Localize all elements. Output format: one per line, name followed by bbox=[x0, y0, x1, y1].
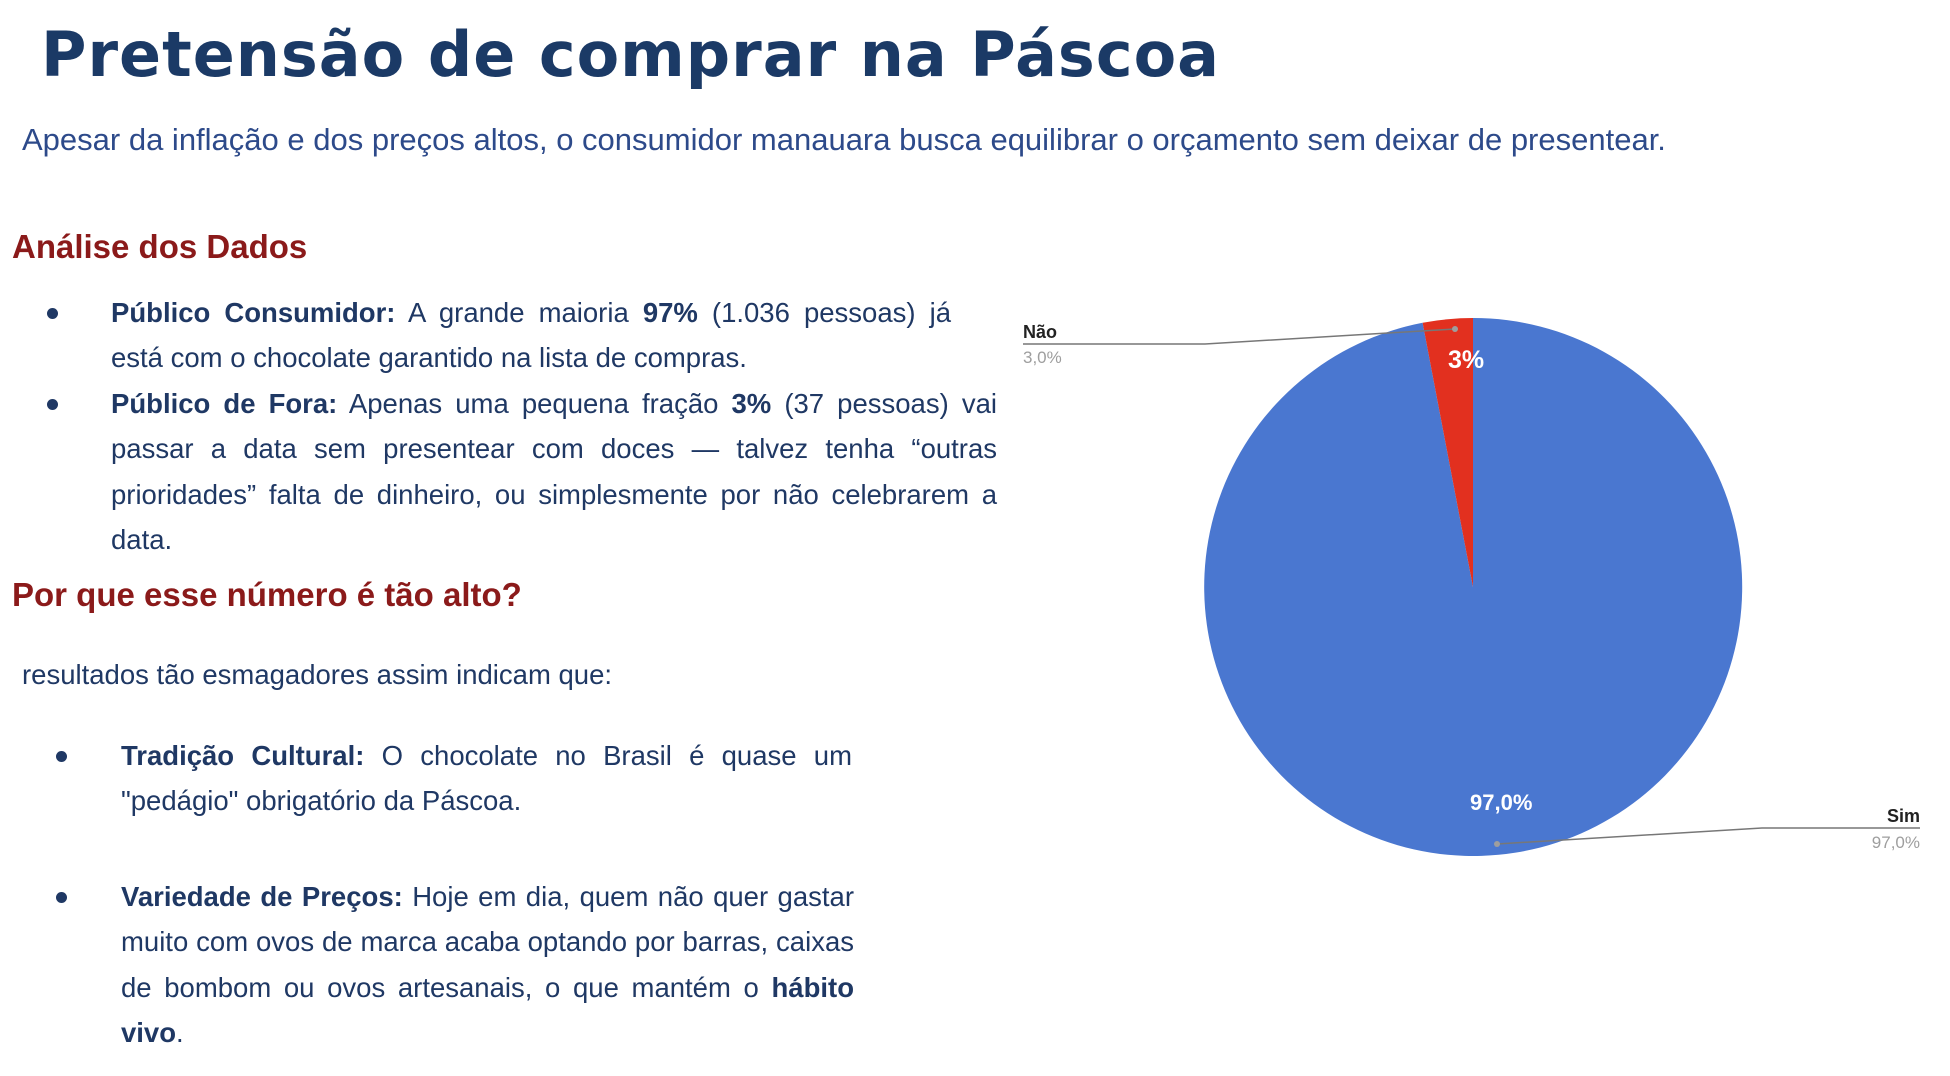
outside-label-nao-value: 3,0% bbox=[1023, 348, 1062, 367]
leader-line-nao bbox=[1023, 328, 1456, 345]
item-label: Variedade de Preços: bbox=[121, 881, 403, 912]
list-item-publico-de-fora: Público de Fora: Apenas uma pequena fraç… bbox=[0, 381, 1010, 571]
pie-slice-sim[interactable] bbox=[1204, 317, 1743, 856]
list-item-text: Público de Fora: Apenas uma pequena fraç… bbox=[111, 388, 997, 555]
outside-label-nao-name: Não bbox=[1023, 322, 1058, 342]
item-label: Público Consumidor: bbox=[111, 297, 396, 328]
bullet-icon bbox=[47, 399, 58, 410]
outside-label-sim-name: Sim bbox=[1886, 806, 1920, 826]
list-item-variedade-precos: Variedade de Preços: Hoje em dia, quem n… bbox=[0, 874, 880, 1064]
page-subtitle: Apesar da inflação e dos preços altos, o… bbox=[22, 122, 1666, 157]
pie-slice-nao[interactable] bbox=[1422, 318, 1473, 587]
intro-text: resultados tão esmagadores assim indicam… bbox=[22, 659, 613, 690]
item-highlight: 3% bbox=[731, 388, 772, 419]
list-item-publico-consumidor: Público Consumidor: A grande maioria 97%… bbox=[0, 290, 1010, 380]
section-heading-analysis: Análise dos Dados bbox=[12, 228, 308, 265]
outside-label-sim-value: 97,0% bbox=[1871, 833, 1920, 852]
bullet-icon bbox=[56, 751, 67, 762]
item-label: Público de Fora: bbox=[111, 388, 338, 419]
list-item-text: Variedade de Preços: Hoje em dia, quem n… bbox=[121, 881, 854, 1048]
list-item-text: Tradição Cultural: O chocolate no Brasil… bbox=[121, 740, 852, 817]
bullet-icon bbox=[47, 308, 58, 319]
bullet-icon bbox=[56, 892, 67, 903]
leader-line-sim bbox=[1496, 827, 1920, 845]
page-title: Pretensão de comprar na Páscoa bbox=[41, 18, 1220, 91]
section-heading-why: Por que esse número é tão alto? bbox=[12, 576, 522, 613]
item-label: Tradição Cultural: bbox=[121, 740, 365, 771]
list-item-text: Público Consumidor: A grande maioria 97%… bbox=[111, 297, 951, 374]
pie-chart: 3% 97,0% Não 3,0% Sim 97,0% bbox=[1000, 300, 1950, 900]
slice-label-sim: 97,0% bbox=[1470, 790, 1533, 815]
slice-label-nao: 3% bbox=[1448, 346, 1485, 374]
item-highlight: 97% bbox=[642, 297, 698, 328]
list-item-tradicao-cultural: Tradição Cultural: O chocolate no Brasil… bbox=[0, 733, 880, 823]
